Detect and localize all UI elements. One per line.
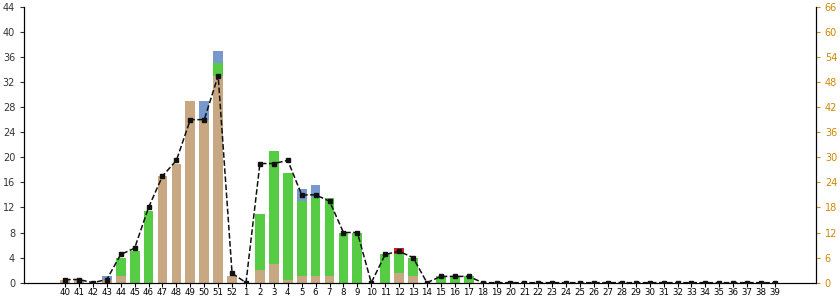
Bar bbox=[255, 270, 265, 283]
Bar bbox=[144, 211, 154, 283]
Bar bbox=[394, 248, 404, 254]
Bar bbox=[129, 251, 139, 283]
Bar bbox=[213, 51, 223, 63]
Bar bbox=[450, 276, 459, 283]
Bar bbox=[283, 280, 292, 283]
Bar bbox=[102, 276, 112, 280]
Bar bbox=[199, 101, 209, 120]
Bar bbox=[60, 280, 70, 283]
Bar bbox=[311, 198, 321, 276]
Bar bbox=[394, 254, 404, 273]
Bar bbox=[324, 276, 334, 283]
Bar bbox=[227, 276, 237, 283]
Bar bbox=[324, 198, 334, 276]
Bar bbox=[116, 276, 126, 283]
Bar bbox=[186, 101, 195, 283]
Bar bbox=[311, 185, 321, 198]
Bar bbox=[116, 258, 126, 276]
Bar bbox=[158, 176, 167, 283]
Bar bbox=[353, 232, 362, 283]
Bar bbox=[394, 273, 404, 283]
Bar bbox=[102, 280, 112, 283]
Bar bbox=[436, 276, 446, 283]
Bar bbox=[213, 63, 223, 76]
Bar bbox=[408, 258, 418, 276]
Bar bbox=[255, 214, 265, 270]
Bar bbox=[381, 254, 390, 283]
Bar bbox=[297, 201, 307, 276]
Bar bbox=[269, 151, 279, 264]
Bar bbox=[311, 276, 321, 283]
Bar bbox=[339, 232, 349, 283]
Bar bbox=[269, 264, 279, 283]
Bar bbox=[213, 76, 223, 283]
Bar bbox=[74, 280, 84, 283]
Bar bbox=[297, 276, 307, 283]
Bar bbox=[408, 276, 418, 283]
Bar bbox=[171, 164, 181, 283]
Bar bbox=[283, 173, 292, 280]
Bar bbox=[199, 120, 209, 283]
Bar bbox=[464, 276, 474, 283]
Bar bbox=[297, 189, 307, 201]
